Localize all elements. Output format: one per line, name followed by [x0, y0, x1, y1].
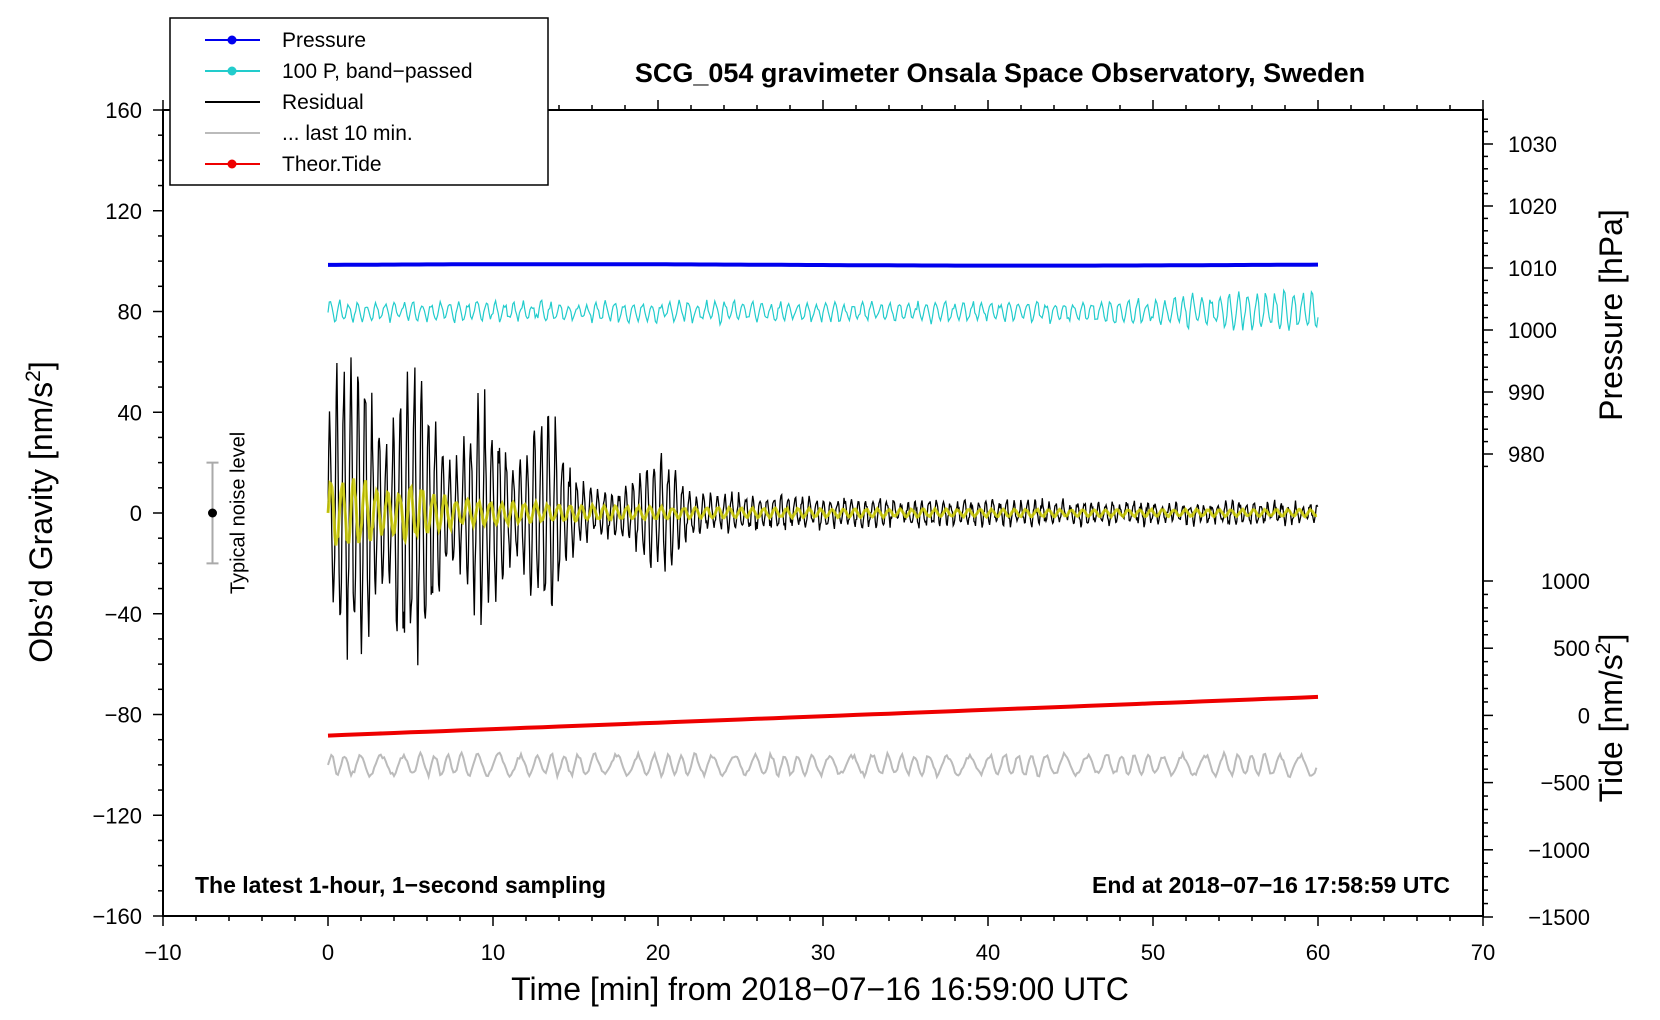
pressure-axis-title: Pressure [hPa]	[1593, 209, 1629, 421]
legend-label: Pressure	[282, 29, 366, 52]
pressure-axis-ticks: 1030 1020 1010 1000 990 980	[1483, 118, 1557, 468]
legend-label: ... last 10 min.	[282, 122, 413, 145]
legend-label: 100 P, band−passed	[282, 60, 473, 83]
tide-axis-ticks: 1000 500 0 −500 −1000 −1500	[1483, 569, 1590, 930]
noise-level-label: Typical noise level	[228, 432, 250, 594]
series-residual-bandpassed	[326, 478, 1318, 546]
series-residual	[327, 357, 1319, 666]
y-tick-label: −120	[92, 803, 142, 828]
x-tick-label: 0	[322, 940, 334, 965]
x-tick-label: 30	[811, 940, 835, 965]
pressure-tick-label: 980	[1508, 442, 1545, 467]
legend: Pressure 100 P, band−passed Residual ... la…	[169, 17, 549, 186]
x-tick-label: 70	[1471, 940, 1495, 965]
series-layer	[326, 262, 1319, 781]
pressure-tick-label: 1000	[1508, 318, 1557, 343]
series-last-10-min	[327, 749, 1318, 781]
noise-level-indicator	[206, 461, 219, 565]
tide-tick-label: 500	[1553, 636, 1590, 661]
x-tick-label: −10	[144, 940, 181, 965]
chart-title: SCG_054 gravimeter Onsala Space Observat…	[635, 58, 1365, 88]
pressure-tick-label: 1020	[1508, 194, 1557, 219]
tide-axis-title: Tide [nm/s2]	[1592, 634, 1629, 803]
y-tick-label: 160	[105, 98, 142, 123]
pressure-tick-label: 1010	[1508, 256, 1557, 281]
series-theoretical-tide	[327, 694, 1319, 738]
x-tick-label: 50	[1141, 940, 1165, 965]
series-pressure-bandpassed	[327, 288, 1319, 331]
y-tick-label: −160	[92, 904, 142, 929]
x-tick-label: 40	[976, 940, 1000, 965]
y-axis-title: Obs’d Gravity [nm/s2]	[22, 361, 59, 663]
x-tick-label: 60	[1306, 940, 1330, 965]
y-tick-label: 120	[105, 199, 142, 224]
legend-label: Residual	[282, 91, 364, 114]
tide-tick-label: −500	[1540, 771, 1590, 796]
legend-marker	[227, 35, 237, 45]
x-tick-label: 10	[481, 940, 505, 965]
y-tick-label: −40	[105, 602, 142, 627]
legend-marker	[227, 66, 237, 76]
y-tick-label: 0	[130, 501, 142, 526]
pressure-tick-label: 1030	[1508, 132, 1557, 157]
end-time-annotation: End at 2018−07−16 17:58:59 UTC	[1092, 872, 1450, 898]
tide-tick-label: −1500	[1528, 905, 1590, 930]
legend-marker	[227, 159, 237, 169]
x-tick-label: 20	[646, 940, 670, 965]
pressure-tick-label: 990	[1508, 380, 1545, 405]
y-axis-ticks: 160 120 80 40 0 −40 −80 −120 −160	[92, 98, 163, 929]
y-tick-label: 40	[118, 400, 142, 425]
sampling-annotation: The latest 1-hour, 1−second sampling	[195, 872, 606, 898]
y-tick-label: −80	[105, 703, 142, 728]
tide-tick-label: 0	[1578, 703, 1590, 728]
series-pressure	[328, 262, 1319, 268]
x-axis-title: Time [min] from 2018−07−16 16:59:00 UTC	[511, 971, 1129, 1007]
tide-tick-label: 1000	[1541, 569, 1590, 594]
noise-bar-center	[208, 508, 217, 518]
x-axis-ticks: −10 0 10 20 30 40 50 60 70	[144, 100, 1495, 965]
legend-label: Theor.Tide	[282, 153, 382, 176]
y-tick-label: 80	[118, 300, 142, 325]
tide-tick-label: −1000	[1528, 838, 1590, 863]
